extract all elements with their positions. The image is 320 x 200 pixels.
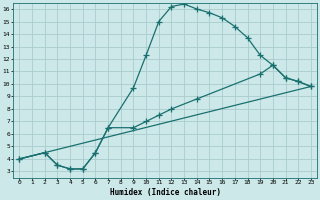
X-axis label: Humidex (Indice chaleur): Humidex (Indice chaleur) [110,188,220,197]
